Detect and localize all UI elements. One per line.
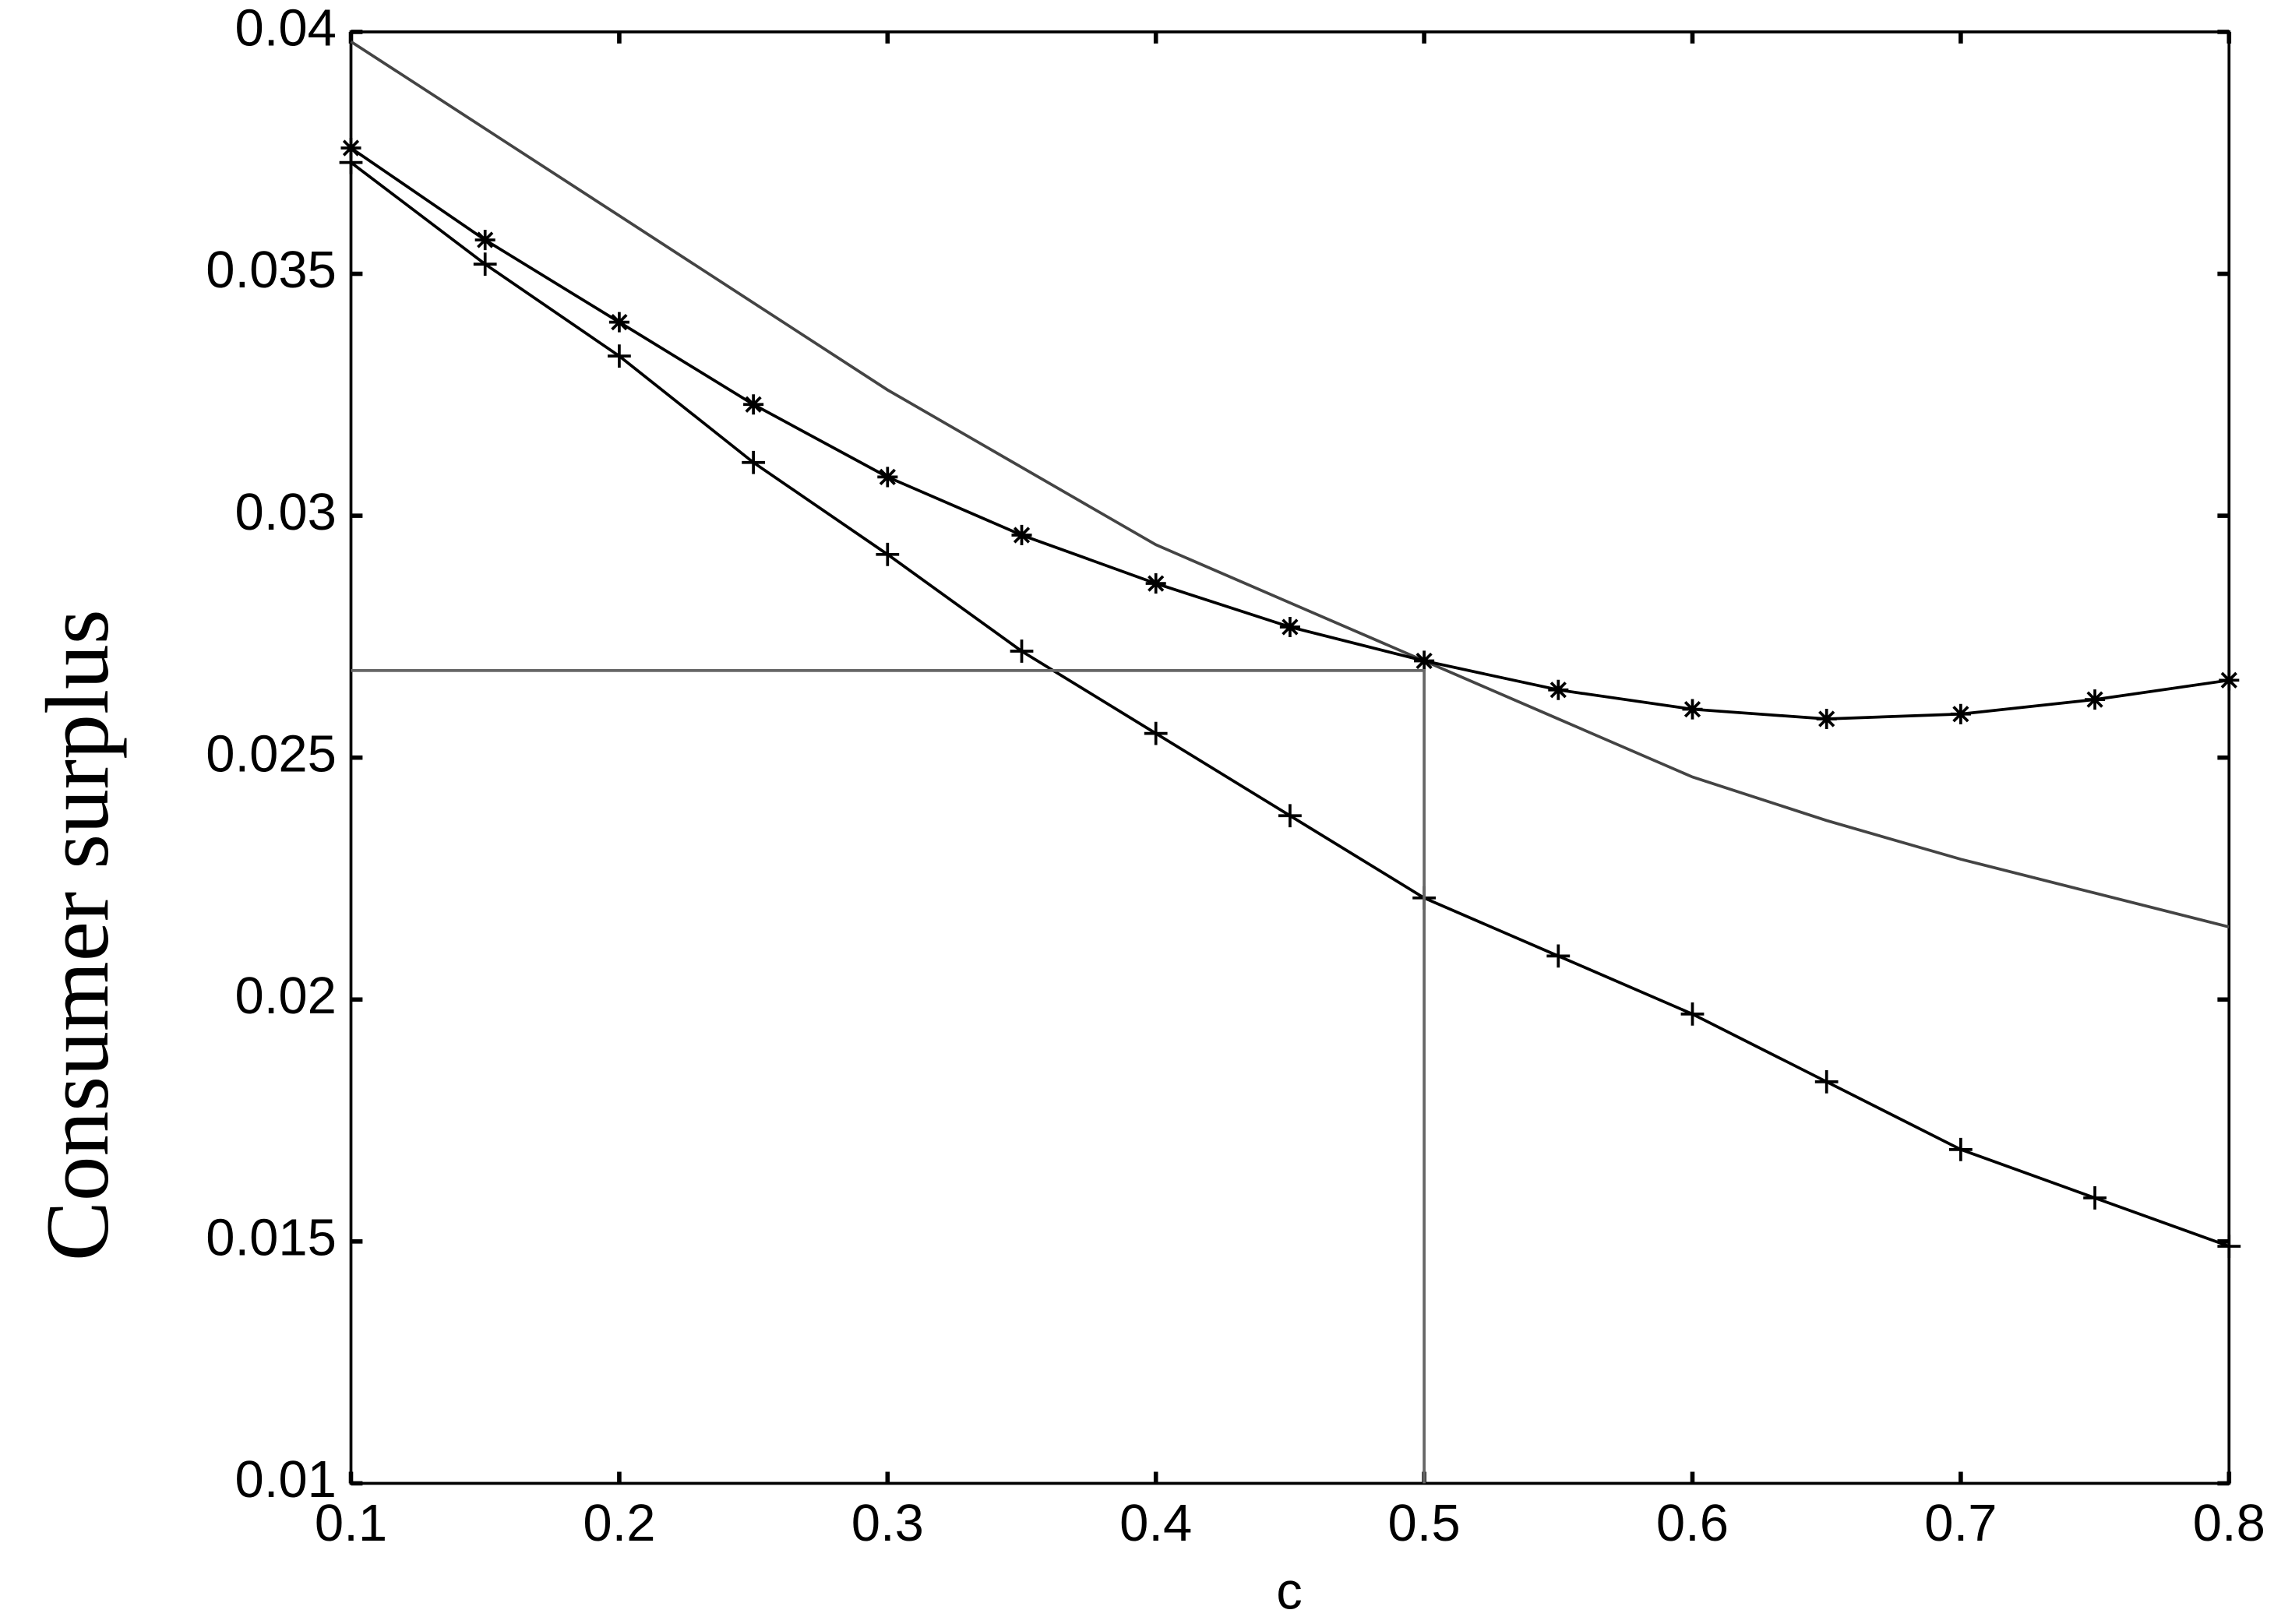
marker [1949,1137,1973,1161]
data-line [351,669,1426,1484]
x-axis-label: c [1276,1562,1302,1620]
marker [1278,804,1302,828]
y-tick-label: 0.035 [206,241,337,299]
marker [876,542,900,566]
marker [1546,944,1571,968]
marker [1816,708,1837,730]
marker [474,230,495,251]
marker [1145,573,1166,594]
marker [473,252,497,277]
x-tick-label: 0.1 [315,1494,387,1552]
marker [1950,703,1971,724]
marker [2085,689,2106,710]
y-tick-label: 0.015 [206,1209,337,1267]
marker [1680,1002,1705,1026]
x-tick-label: 0.7 [1924,1494,1997,1552]
x-tick-label: 0.8 [2193,1494,2265,1552]
x-tick-label: 0.2 [583,1494,655,1552]
x-tick-label: 0.4 [1119,1494,1192,1552]
data-line [350,161,2230,1248]
y-tick-label: 0.03 [234,483,336,541]
y-tick-label: 0.04 [234,0,336,58]
marker [608,312,629,333]
marker [2219,670,2240,691]
marker [608,344,631,368]
marker [2083,1186,2107,1210]
marker [2217,1235,2241,1258]
y-tick-label: 0.02 [234,967,336,1025]
marker [1279,616,1300,638]
marker [1682,699,1703,720]
marker [1548,679,1569,700]
x-tick-label: 0.3 [851,1494,924,1552]
marker [1010,639,1034,663]
marker [1414,650,1435,671]
marker [1144,721,1168,745]
marker [877,467,898,488]
y-axis-label: Consumer surplus [27,609,127,1261]
x-tick-label: 0.6 [1656,1494,1729,1552]
marker [1011,524,1032,545]
marker [1814,1069,1839,1094]
y-tick-label: 0.025 [206,724,337,783]
marker [742,450,765,474]
marker [339,150,363,174]
x-tick-label: 0.5 [1388,1494,1461,1552]
data-line [350,40,2230,928]
y-tick-label: 0.01 [234,1450,336,1509]
marker [743,394,764,415]
marker [340,138,361,159]
plot-frame [349,30,2231,1485]
